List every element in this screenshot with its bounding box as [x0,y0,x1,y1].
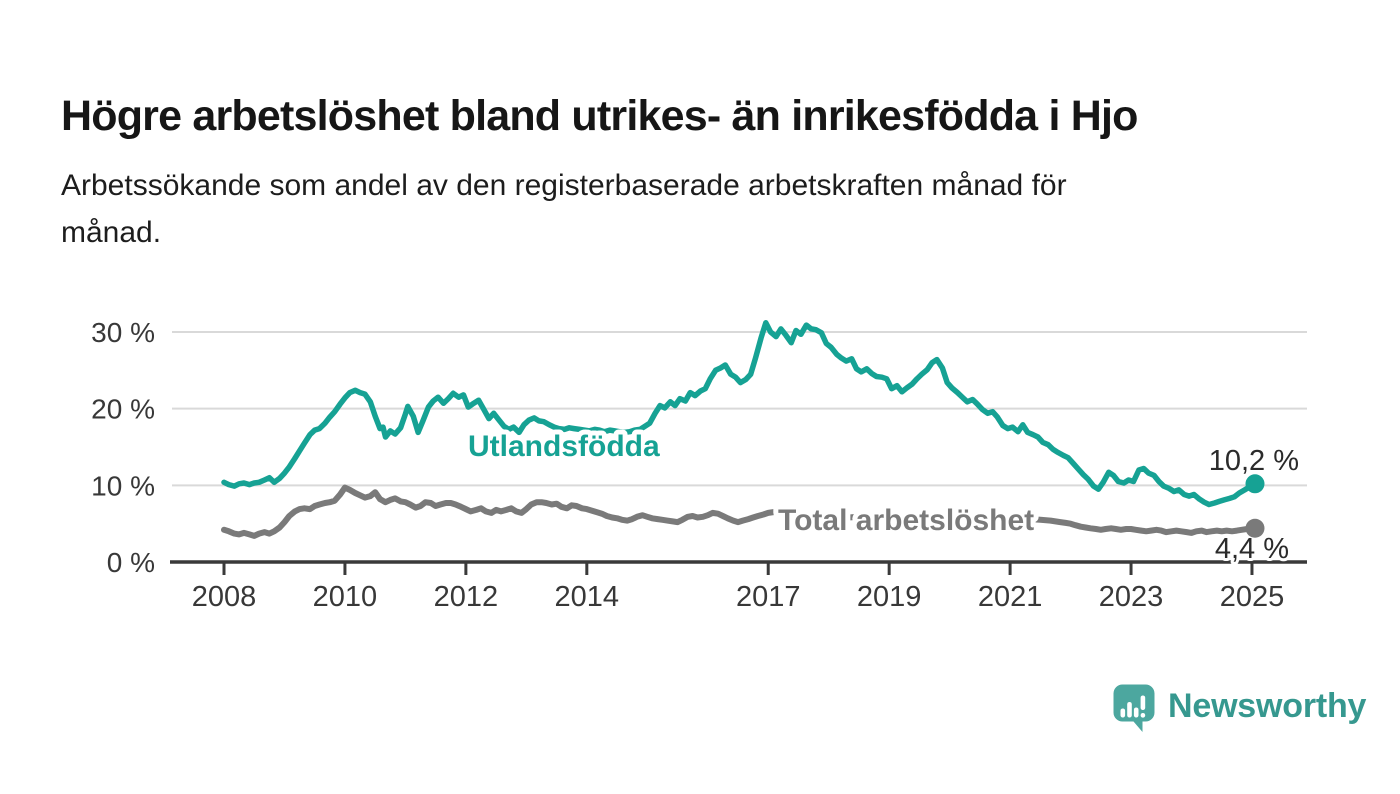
series-endpoint-dot-utlandsf-dda [1245,474,1265,494]
x-tick-label-2012: 2012 [434,581,499,613]
newsworthy-logo-text: Newsworthy [1168,687,1367,725]
logo-bar-1 [1120,708,1126,718]
x-tick-label-2010: 2010 [313,581,378,613]
x-tick-label-2019: 2019 [857,581,922,613]
x-tick-label-2008: 2008 [192,581,257,613]
series-label-utlandsf-dda: Utlandsfödda [468,430,660,463]
logo-exclamation-dot [1140,713,1146,718]
x-tick-label-2021: 2021 [978,581,1043,613]
series-label-total-arbetsl-shet: Total arbetslöshet [778,504,1034,537]
x-tick-label-2023: 2023 [1099,581,1164,613]
y-tick-label-0: 0 % [107,547,155,578]
subtitle-line-1: Arbetssökande som andel av den registerb… [61,169,1067,202]
logo-bar-3 [1133,707,1139,718]
series-line-total-arbetsl-shet [221,484,1258,539]
series-endpoint-dot-total-arbetsl-shet [1245,518,1265,538]
subtitle-line-2: månad. [61,216,162,249]
x-tick-label-2017: 2017 [736,581,801,613]
y-tick-label-20: 20 % [91,394,155,425]
x-tick-label-2025: 2025 [1220,581,1285,613]
logo-bubble-shape [1113,684,1155,732]
page-subtitle: Arbetssökande som andel av den registerb… [61,162,1301,256]
series-line-utlandsf-dda [221,320,1258,508]
x-tick-label-2014: 2014 [555,581,620,613]
logo-exclamation-bar [1140,695,1146,710]
y-tick-label-10: 10 % [91,470,155,501]
newsworthy-logo: Newsworthy [1113,684,1366,736]
end-value-label-utlandsf-dda: 10,2 % [1209,445,1299,477]
page-title: Högre arbetslöshet bland utrikes- än inr… [61,91,1138,140]
end-value-label-total-arbetsl-shet: 4,4 % [1215,533,1289,565]
newsworthy-logo-icon [1113,684,1155,732]
y-tick-label-30: 30 % [91,317,155,348]
logo-bar-2 [1127,702,1132,718]
